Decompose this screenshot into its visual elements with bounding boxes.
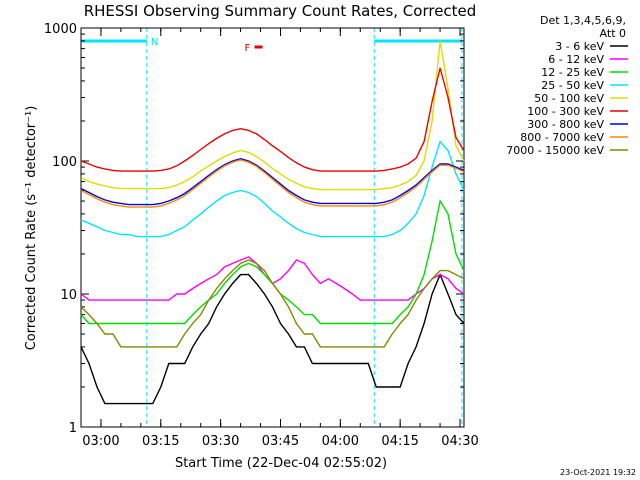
series-line (80, 272, 465, 405)
series-line (80, 259, 465, 348)
legend-entry: 7000 - 15000 keV (506, 144, 604, 157)
legend-entry: 300 - 800 keV (527, 118, 604, 131)
series-line (80, 40, 465, 191)
series-line (80, 159, 465, 208)
flag-label: N (151, 37, 158, 48)
series-line (80, 157, 465, 206)
series-line (80, 199, 465, 325)
y-axis-label: Corrected Count Rate (s⁻¹ detector⁻¹) (24, 106, 39, 351)
x-tick-label: 03:00 (82, 434, 119, 449)
legend-entry: 25 - 50 keV (541, 79, 604, 92)
series-line (80, 256, 465, 301)
x-tick-label: 03:15 (142, 434, 179, 449)
x-tick-label: 03:30 (202, 434, 239, 449)
series-line (80, 67, 465, 172)
series-line (80, 140, 465, 238)
plot-frame (80, 27, 465, 428)
x-tick-label: 04:30 (441, 434, 478, 449)
legend-entry: 800 - 7000 keV (520, 131, 604, 144)
axes: 1 10 100 1000 03:00 03:15 03:30 03:45 04:00 04:15… (44, 22, 479, 449)
y-tick-label: 100 (52, 155, 77, 170)
x-tick-label: 04:00 (322, 434, 359, 449)
flag-layer: NF (81, 28, 463, 427)
legend-header: Att 0 (600, 27, 626, 40)
legend-entry: 3 - 6 keV (555, 40, 604, 53)
x-axis-label: Start Time (22-Dec-04 02:55:02) (175, 456, 387, 471)
series-layer (80, 40, 465, 405)
flag-label: F (245, 43, 251, 54)
legend-entry: 12 - 25 keV (541, 66, 604, 79)
x-tick-label: 03:45 (262, 434, 299, 449)
footer-timestamp: 23-Oct-2021 19:32 (560, 468, 636, 477)
legend-entry: 50 - 100 keV (534, 92, 604, 105)
chart-title: RHESSI Observing Summary Count Rates, Co… (84, 2, 477, 20)
legend-entry: 100 - 300 keV (527, 105, 604, 118)
legend-header: Det 1,3,4,5,6,9, (540, 14, 626, 27)
y-tick-label: 1 (69, 421, 77, 436)
y-tick-label: 1000 (44, 22, 77, 37)
legend-entry: 6 - 12 keV (548, 53, 604, 66)
y-tick-label: 10 (60, 288, 77, 303)
x-tick-label: 04:15 (381, 434, 418, 449)
